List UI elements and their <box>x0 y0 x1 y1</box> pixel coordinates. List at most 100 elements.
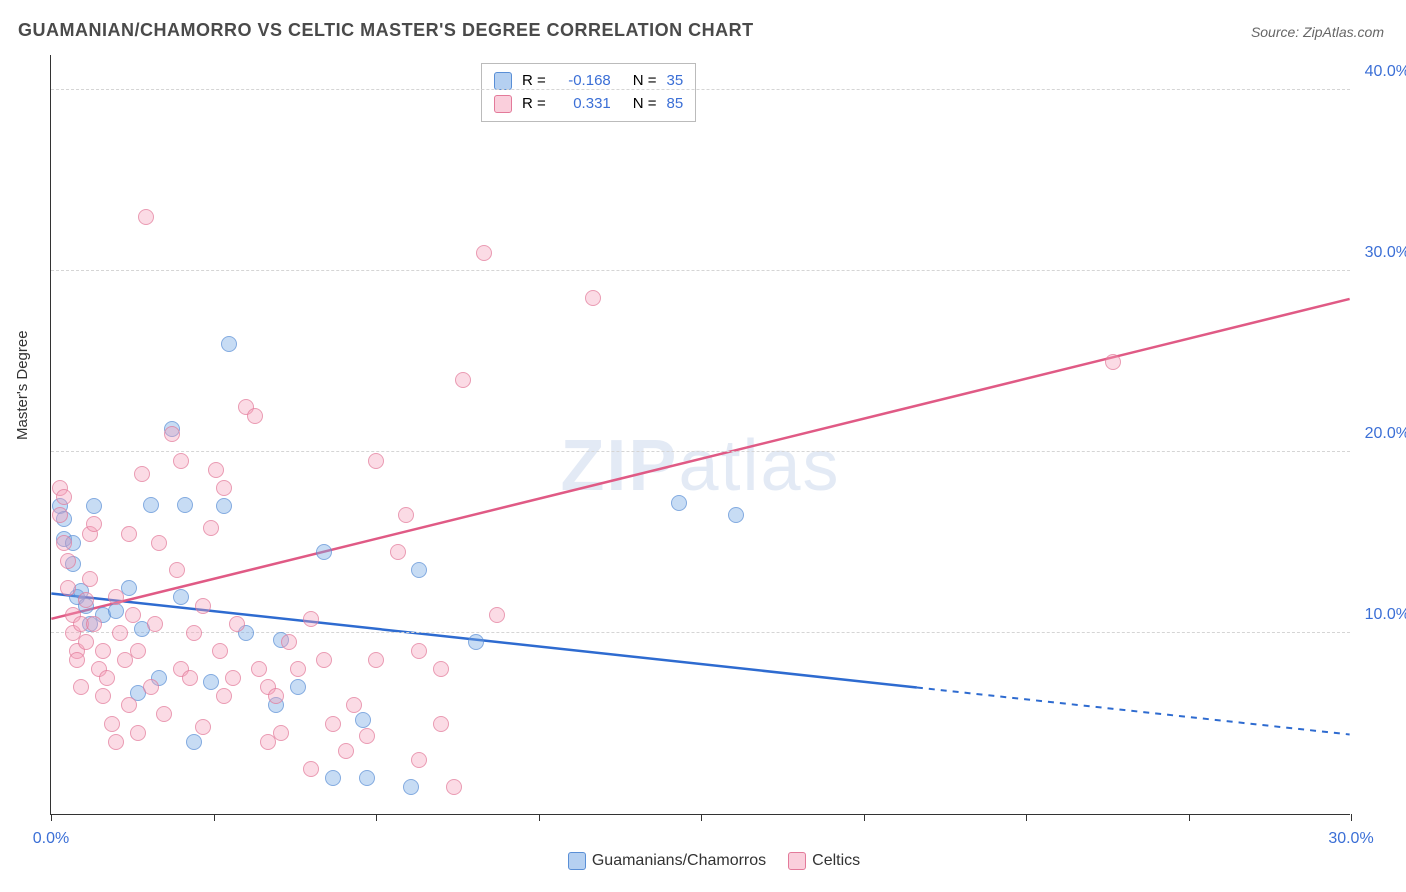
data-point <box>411 752 427 768</box>
n-value: 85 <box>667 93 684 116</box>
data-point <box>251 661 267 677</box>
data-point <box>195 719 211 735</box>
data-point <box>56 535 72 551</box>
watermark-thin: atlas <box>678 426 840 506</box>
data-point <box>151 535 167 551</box>
data-point <box>468 634 484 650</box>
data-point <box>212 643 228 659</box>
data-point <box>73 679 89 695</box>
legend-label: Celtics <box>812 852 860 869</box>
y-tick-label: 20.0% <box>1365 425 1406 443</box>
data-point <box>273 725 289 741</box>
data-point <box>225 670 241 686</box>
x-tick <box>864 814 865 821</box>
x-tick-label: 0.0% <box>33 830 69 848</box>
data-point <box>281 634 297 650</box>
data-point <box>203 674 219 690</box>
data-point <box>398 507 414 523</box>
data-point <box>108 734 124 750</box>
r-label: R = <box>522 93 546 116</box>
gridline <box>51 270 1350 271</box>
data-point <box>411 643 427 659</box>
data-point <box>359 728 375 744</box>
correlation-legend: R =-0.168N =35R =0.331N =85 <box>481 63 696 122</box>
data-point <box>671 495 687 511</box>
data-point <box>125 607 141 623</box>
scatter-plot-area: ZIPatlas R =-0.168N =35R =0.331N =85 10.… <box>50 55 1350 815</box>
data-point <box>147 616 163 632</box>
data-point <box>69 652 85 668</box>
data-point <box>338 743 354 759</box>
data-point <box>325 716 341 732</box>
data-point <box>86 516 102 532</box>
gridline <box>51 451 1350 452</box>
data-point <box>585 290 601 306</box>
data-point <box>134 466 150 482</box>
x-tick <box>51 814 52 821</box>
y-tick-label: 10.0% <box>1365 606 1406 624</box>
data-point <box>411 562 427 578</box>
data-point <box>164 426 180 442</box>
data-point <box>446 779 462 795</box>
watermark: ZIPatlas <box>51 425 1350 507</box>
gridline <box>51 89 1350 90</box>
data-point <box>78 634 94 650</box>
data-point <box>143 497 159 513</box>
n-label: N = <box>633 93 657 116</box>
data-point <box>489 607 505 623</box>
watermark-bold: ZIP <box>560 426 678 506</box>
data-point <box>455 372 471 388</box>
data-point <box>208 462 224 478</box>
data-point <box>56 489 72 505</box>
data-point <box>108 603 124 619</box>
data-point <box>173 589 189 605</box>
data-point <box>433 716 449 732</box>
data-point <box>325 770 341 786</box>
data-point <box>203 520 219 536</box>
data-point <box>95 688 111 704</box>
data-point <box>433 661 449 677</box>
data-point <box>403 779 419 795</box>
data-point <box>229 616 245 632</box>
legend-row: R =0.331N =85 <box>494 93 683 116</box>
data-point <box>728 507 744 523</box>
data-point <box>121 526 137 542</box>
data-point <box>95 643 111 659</box>
series-legend: Guamanians/Chamorros Celtics <box>0 852 1406 870</box>
data-point <box>78 592 94 608</box>
trend-lines <box>51 55 1350 814</box>
data-point <box>108 589 124 605</box>
x-tick <box>1026 814 1027 821</box>
data-point <box>216 498 232 514</box>
data-point <box>143 679 159 695</box>
data-point <box>268 688 284 704</box>
data-point <box>52 507 68 523</box>
data-point <box>112 625 128 641</box>
data-point <box>247 408 263 424</box>
data-point <box>60 553 76 569</box>
data-point <box>177 497 193 513</box>
data-point <box>60 580 76 596</box>
legend-swatch <box>494 72 512 90</box>
data-point <box>355 712 371 728</box>
data-point <box>216 480 232 496</box>
legend-swatch <box>494 95 512 113</box>
data-point <box>1105 354 1121 370</box>
y-axis-label: Master's Degree <box>14 330 31 440</box>
data-point <box>316 652 332 668</box>
data-point <box>316 544 332 560</box>
legend-label: Guamanians/Chamorros <box>592 852 766 869</box>
data-point <box>173 453 189 469</box>
data-point <box>130 725 146 741</box>
data-point <box>303 761 319 777</box>
data-point <box>156 706 172 722</box>
data-point <box>346 697 362 713</box>
data-point <box>216 688 232 704</box>
data-point <box>221 336 237 352</box>
x-tick <box>1351 814 1352 821</box>
data-point <box>186 625 202 641</box>
data-point <box>86 498 102 514</box>
x-tick <box>539 814 540 821</box>
data-point <box>476 245 492 261</box>
data-point <box>290 661 306 677</box>
